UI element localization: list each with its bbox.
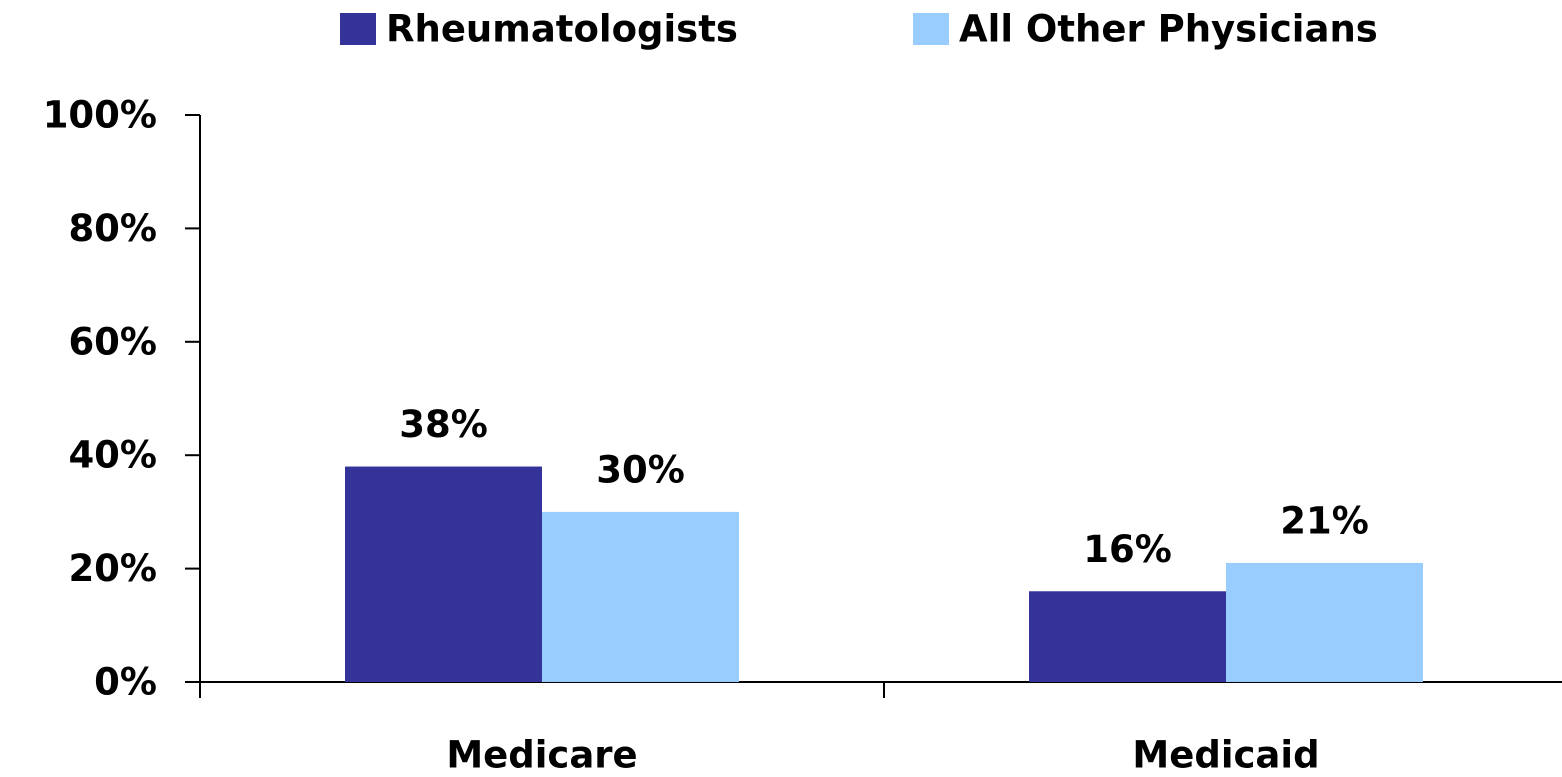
data-label: 21%: [1280, 499, 1369, 542]
data-label: 30%: [596, 448, 685, 491]
legend-label: Rheumatologists: [386, 8, 738, 51]
legend-swatch: [913, 13, 949, 45]
y-tick-label: 40%: [68, 434, 157, 477]
y-tick-label: 0%: [94, 661, 157, 704]
y-tick-label: 60%: [68, 320, 157, 363]
x-tick-label: Medicare: [446, 734, 637, 777]
bar: [1226, 562, 1423, 682]
bar: [1029, 591, 1226, 682]
y-tick-label: 80%: [68, 207, 157, 250]
data-label: 38%: [399, 403, 488, 446]
bar: [542, 511, 739, 682]
data-label: 16%: [1083, 528, 1172, 571]
y-tick-label: 20%: [68, 547, 157, 590]
y-tick-label: 100%: [43, 94, 157, 137]
legend-swatch: [340, 13, 376, 45]
x-tick-label: Medicaid: [1132, 734, 1319, 777]
legend-label: All Other Physicians: [959, 8, 1378, 51]
bar: [345, 466, 542, 682]
